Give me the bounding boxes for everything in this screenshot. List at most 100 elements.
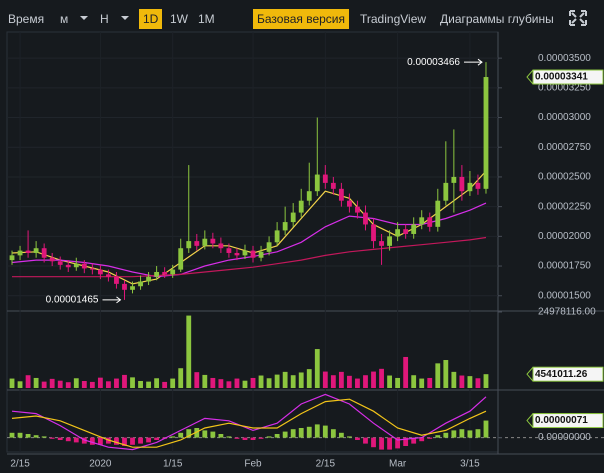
candle-body xyxy=(443,182,449,201)
view-button[interactable]: TradingView xyxy=(360,12,427,26)
candle-body xyxy=(242,250,248,256)
last-value-label: 0.00000071 xyxy=(535,415,588,426)
macd-bar xyxy=(363,437,368,444)
candle-body xyxy=(73,263,79,268)
macd-bar xyxy=(186,429,192,438)
macd-bar xyxy=(89,437,95,445)
candle-body xyxy=(290,212,296,223)
candle-body xyxy=(49,257,55,262)
volume-bar xyxy=(347,375,352,388)
volume-bar xyxy=(435,363,441,388)
volume-bar xyxy=(298,372,304,388)
macd-bar xyxy=(234,437,240,439)
volume-bar xyxy=(17,381,23,388)
candle-body xyxy=(146,276,151,282)
x-tick-label: 1/15 xyxy=(163,459,183,470)
macd-bar xyxy=(65,437,71,442)
volume-bar xyxy=(138,381,143,388)
candle-body xyxy=(114,276,119,284)
volume-bar xyxy=(330,375,336,388)
macd-bar xyxy=(9,432,15,438)
macd-bar xyxy=(419,437,425,442)
interval-button[interactable]: 1W xyxy=(170,12,188,26)
macd-bar xyxy=(242,437,248,440)
candle-body xyxy=(250,250,256,258)
plot-frame xyxy=(6,31,499,453)
tool-label: Время xyxy=(8,12,45,26)
candle-body xyxy=(57,261,63,265)
macd-bar xyxy=(314,424,320,438)
macd-bar xyxy=(411,437,417,444)
macd-bar xyxy=(435,435,441,438)
y-tick-label: 0.00003500 xyxy=(538,53,591,64)
candle-body xyxy=(306,191,312,201)
candle-body xyxy=(138,281,143,287)
macd-bar xyxy=(443,432,449,438)
volume-bar xyxy=(226,381,232,388)
y-tick-label: 0.00003250 xyxy=(538,82,591,93)
volume-bar xyxy=(210,377,216,388)
annotation-arrow xyxy=(102,296,122,304)
y-tick-label: 24978116.00 xyxy=(538,307,596,318)
macd-bar xyxy=(33,435,39,438)
interval-button[interactable]: 1D xyxy=(139,9,163,29)
volume-bar xyxy=(258,375,264,388)
last-value-pointer xyxy=(526,69,534,85)
interval-button[interactable]: 1M xyxy=(198,12,215,26)
last-value-pointer xyxy=(526,413,534,428)
macd-bar xyxy=(282,431,288,438)
last-value-label: 4541011.26 xyxy=(535,369,588,380)
x-tick-label: Mar xyxy=(389,459,407,470)
y-tick-label: 0.00002250 xyxy=(538,201,591,212)
candle-body xyxy=(475,182,481,189)
x-tick-label: 2/15 xyxy=(316,459,336,470)
macd-bar xyxy=(194,428,200,438)
volume-bar xyxy=(65,382,71,388)
macd-bar xyxy=(178,432,184,438)
volume-bar xyxy=(194,372,200,388)
indicator-line xyxy=(11,393,487,451)
candle-body xyxy=(41,248,47,258)
candle-body xyxy=(162,271,168,275)
macd-bar xyxy=(274,434,280,438)
volume-bar xyxy=(9,378,15,388)
candle-body xyxy=(379,241,384,246)
view-button[interactable]: Диаграммы глубины xyxy=(440,12,554,26)
candle-body xyxy=(226,248,232,253)
volume-bar xyxy=(282,371,288,388)
candle-body xyxy=(411,224,417,234)
candle-body xyxy=(65,264,71,268)
candle-body xyxy=(314,174,320,192)
volume-bar xyxy=(33,377,39,388)
macd-bar xyxy=(379,437,384,450)
y-tick-label: 0.00002750 xyxy=(538,142,591,153)
volume-bar xyxy=(274,374,280,388)
y-tick-label: 0.00002500 xyxy=(538,172,591,183)
y-tick-label: 0.00002000 xyxy=(538,231,591,242)
view-button[interactable]: Базовая версия xyxy=(253,9,349,29)
candle-body xyxy=(355,206,360,213)
macd-bar xyxy=(97,437,103,445)
candle-body xyxy=(282,222,288,231)
volume-bar xyxy=(81,381,87,388)
toolbar: Время м Н 1D 1W 1M Базовая версия Tradin… xyxy=(0,0,604,32)
volume-bar xyxy=(73,378,79,388)
macd-bar xyxy=(306,426,312,438)
interval-select[interactable]: Н xyxy=(96,9,133,29)
volume-bar xyxy=(178,368,184,388)
volume-bar xyxy=(106,381,111,388)
y-tick-label: 0.00001750 xyxy=(538,261,591,272)
volume-bar xyxy=(266,378,272,388)
candle-body xyxy=(178,248,184,270)
candle-body xyxy=(154,271,160,277)
candle-body xyxy=(459,176,465,192)
macd-bar xyxy=(403,437,409,446)
interval-select[interactable]: м xyxy=(56,9,92,29)
candle-body xyxy=(467,182,473,192)
x-tick-label: Feb xyxy=(244,459,262,470)
y-tick-label: 0.00000000 xyxy=(538,432,591,443)
candle-body xyxy=(218,243,224,249)
macd-bar xyxy=(371,437,376,448)
macd-bar xyxy=(451,430,457,438)
fullscreen-icon[interactable] xyxy=(568,9,588,27)
